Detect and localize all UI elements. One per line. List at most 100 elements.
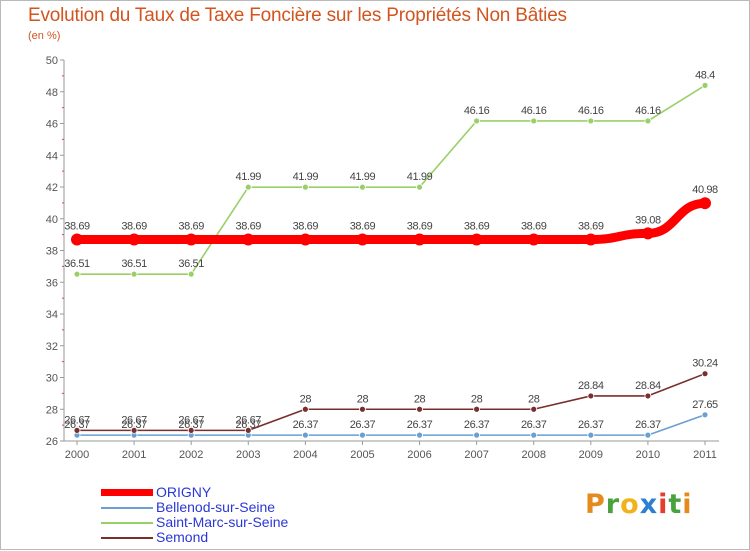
logo-letter: i: [682, 489, 693, 520]
legend-label-saint-marc: Saint-Marc-sur-Seine: [156, 514, 289, 530]
y-tick-label: 38: [46, 246, 58, 258]
data-label: 26.37: [121, 419, 147, 431]
data-label: 36.51: [64, 258, 90, 270]
data-label: 28: [300, 393, 312, 405]
logo-letter: i: [658, 489, 669, 520]
data-point: [359, 431, 366, 439]
y-tick-label: 44: [46, 150, 58, 162]
data-label: 28.84: [578, 380, 604, 392]
data-label: 38.69: [236, 221, 262, 233]
data-label: 46.16: [635, 105, 661, 117]
legend-label-origny: ORIGNY: [156, 484, 212, 500]
data-label: 38.69: [121, 221, 147, 233]
data-point: [701, 411, 709, 419]
y-tick-label: 30: [46, 373, 58, 385]
data-label: 38.69: [178, 221, 204, 233]
data-label: 28: [414, 393, 426, 405]
data-point: [530, 405, 538, 413]
data-label: 46.16: [521, 105, 547, 117]
x-tick-label: 2002: [179, 449, 203, 461]
legend-swatch-semond: [101, 537, 153, 539]
data-point: [187, 270, 195, 278]
data-point: [473, 117, 481, 125]
data-point: [242, 233, 255, 246]
legend-label-semond: Semond: [156, 529, 209, 545]
data-point: [416, 405, 423, 413]
x-tick-label: 2008: [521, 449, 545, 461]
data-point: [587, 117, 595, 125]
data-label: 26.37: [635, 419, 661, 431]
data-label: 26.37: [578, 419, 604, 431]
data-label: 36.51: [178, 258, 204, 270]
data-label: 26.37: [293, 419, 319, 431]
x-tick-label: 2006: [407, 449, 431, 461]
data-point: [701, 370, 709, 378]
data-label: 38.69: [64, 221, 90, 233]
legend-swatch-bellenod: [101, 507, 153, 509]
data-point: [644, 431, 652, 439]
series-line-saint-marc-sur-seine: [76, 84, 706, 275]
y-tick-label: 28: [46, 404, 58, 416]
x-tick-label: 2009: [579, 449, 603, 461]
data-label: 38.69: [464, 221, 490, 233]
data-point: [644, 117, 652, 125]
data-point: [185, 233, 198, 246]
logo-letter: r: [605, 489, 621, 520]
logo-letter: P: [585, 489, 606, 520]
data-label: 26.67: [64, 414, 90, 426]
data-label: 28.84: [635, 380, 661, 392]
data-label: 26.67: [121, 414, 147, 426]
data-point: [244, 183, 252, 191]
data-point: [301, 183, 309, 191]
data-label: 26.37: [350, 419, 376, 431]
data-label: 38.69: [350, 221, 376, 233]
data-label: 26.37: [521, 419, 547, 431]
data-point: [187, 426, 195, 434]
data-label: 40.98: [692, 184, 718, 196]
data-label: 41.99: [236, 171, 262, 183]
data-point: [413, 233, 426, 246]
proxiti-logo: Proxiti: [585, 489, 693, 520]
data-point: [416, 183, 423, 191]
data-point: [473, 405, 481, 413]
x-tick-label: 2005: [350, 449, 374, 461]
data-label: 26.67: [236, 414, 262, 426]
data-point: [701, 82, 709, 89]
data-point: [299, 233, 312, 246]
data-point: [699, 197, 711, 210]
x-tick-label: 2011: [693, 449, 717, 461]
data-point: [359, 183, 366, 191]
legend-swatch-saint-marc: [101, 522, 153, 524]
data-label: 46.16: [578, 105, 604, 117]
data-point: [470, 233, 483, 246]
data-label: 41.99: [293, 171, 319, 183]
data-label: 26.37: [464, 419, 490, 431]
legend-label-bellenod: Bellenod-sur-Seine: [156, 499, 276, 515]
x-tick-label: 2000: [65, 449, 89, 461]
data-point: [301, 405, 309, 413]
data-point: [641, 227, 654, 240]
y-tick-label: 50: [46, 55, 58, 67]
data-point: [73, 270, 81, 278]
data-point: [73, 426, 81, 434]
x-tick-label: 2010: [636, 449, 660, 461]
y-tick-label: 46: [46, 119, 58, 131]
data-point: [71, 233, 83, 246]
data-label: 41.99: [407, 171, 433, 183]
data-point: [473, 431, 481, 439]
data-label: 28: [471, 393, 483, 405]
data-point: [130, 270, 138, 278]
y-tick-label: 36: [46, 277, 58, 289]
data-label: 28: [528, 393, 540, 405]
data-label: 28: [357, 393, 369, 405]
data-label: 36.51: [121, 258, 147, 270]
y-tick-label: 48: [46, 87, 58, 99]
data-label: 30.24: [692, 358, 718, 370]
y-tick-label: 32: [46, 341, 58, 353]
data-label: 26.37: [178, 419, 204, 431]
data-point: [530, 431, 538, 439]
data-point: [130, 426, 138, 434]
data-point: [128, 233, 141, 246]
